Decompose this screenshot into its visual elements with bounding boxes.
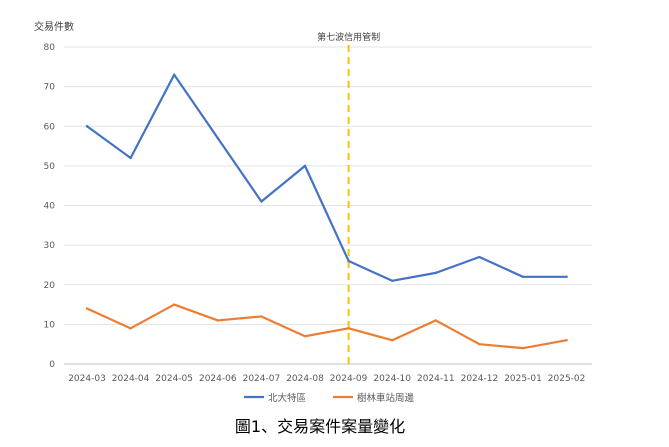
x-tick-label: 2024-12 [461, 374, 499, 384]
series-1-point [173, 73, 176, 76]
y-tick-label: 80 [44, 43, 56, 53]
y-tick-label: 60 [44, 122, 56, 132]
x-tick-label: 2024-10 [373, 374, 411, 384]
y-tick-label: 70 [44, 83, 56, 93]
figure-caption: 圖1、交易案件案量變化 [235, 417, 405, 436]
y-axis-label: 交易件數 [34, 20, 74, 33]
x-tick-label: 2024-06 [199, 374, 237, 384]
annotation-layer: 第七波信用管制 [317, 31, 380, 364]
y-tick-label: 0 [49, 360, 55, 370]
series-1-point [565, 275, 568, 279]
legend-label: 北大特區 [268, 392, 306, 404]
legend-label: 樹林車站周邊 [357, 392, 415, 404]
x-tick-label: 2024-08 [286, 374, 324, 384]
series-2-point [173, 303, 176, 306]
series-2-point [303, 335, 307, 338]
series-2-point [260, 315, 263, 318]
legend: 北大特區 樹林車站周邊 [244, 392, 415, 404]
series-1-point [347, 259, 350, 263]
annotation-label: 第七波信用管制 [317, 31, 380, 43]
x-tick-label: 2024-09 [330, 374, 368, 384]
y-tick-label: 30 [44, 241, 56, 251]
x-tick-label: 2024-11 [417, 374, 455, 384]
series-2-point [434, 319, 437, 322]
series-2-point [216, 319, 219, 322]
series-line-2 [85, 303, 568, 350]
series-2-point [85, 307, 89, 310]
series-2-point [478, 342, 481, 346]
series-1-point [129, 156, 132, 160]
series-1-point [391, 279, 394, 282]
series-2-point [521, 346, 525, 350]
series-1-point [85, 125, 89, 128]
series-2-point [391, 339, 394, 342]
series-2-point [129, 327, 132, 330]
y-tick-label: 50 [44, 162, 56, 172]
series-2-point [565, 339, 568, 342]
x-tick-label: 2024-05 [155, 374, 193, 384]
x-axis-ticks: 2024-03 2024-04 2024-05 2024-06 2024-07 2024-… [68, 374, 585, 384]
series-1-point [434, 271, 437, 275]
series-1-point [478, 255, 481, 259]
y-tick-label: 10 [44, 320, 56, 330]
series-1-point [303, 164, 307, 168]
series-layer [85, 73, 568, 350]
y-tick-label: 40 [44, 202, 56, 212]
series-1-point [521, 275, 525, 279]
gridlines [64, 46, 592, 365]
series-1-point [216, 136, 219, 140]
series-line-1 [85, 73, 568, 282]
x-tick-label: 2024-07 [243, 374, 281, 384]
x-tick-label: 2024-04 [112, 374, 150, 384]
x-tick-label: 2025-01 [504, 374, 542, 384]
y-tick-label: 20 [44, 281, 56, 291]
series-2-point [347, 327, 350, 330]
x-tick-label: 2024-03 [68, 374, 106, 384]
x-tick-label: 2025-02 [548, 374, 586, 384]
series-1-point [260, 200, 263, 203]
y-axis-ticks: 0 10 20 30 40 50 60 70 80 [44, 43, 56, 370]
